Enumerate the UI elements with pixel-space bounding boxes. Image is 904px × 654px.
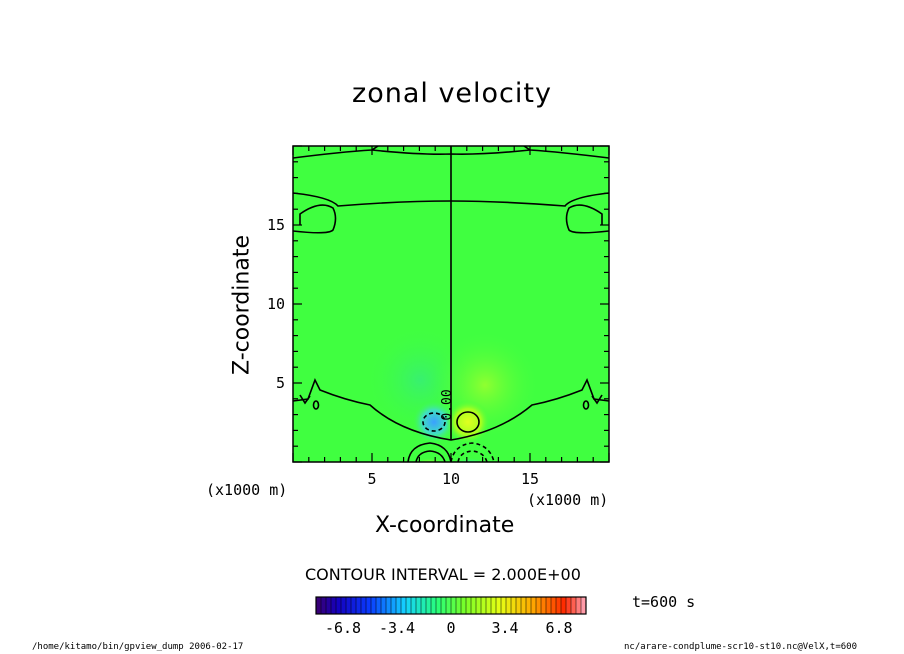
contour-line-positive [407, 442, 452, 462]
colorbar-tick-label: -3.4 [379, 619, 415, 637]
colorbar-cell [341, 597, 347, 614]
colorbar-cell [416, 597, 422, 614]
colorbar-cell [491, 597, 497, 614]
colorbar-cell [476, 597, 482, 614]
colorbar-cell [526, 597, 532, 614]
colorbar-cell [326, 597, 332, 614]
contour-line [293, 204, 337, 234]
colorbar-cell [361, 597, 367, 614]
x-axis-unit-right: (x1000 m) [527, 491, 609, 509]
colorbar-cell [316, 597, 322, 614]
y-ticks: 5 10 15 [267, 145, 609, 463]
colorbar-cell [456, 597, 462, 614]
colorbar-cell [521, 597, 527, 614]
footer-right: nc/arare-condplume-scr10-st10.nc@VelX,t=… [624, 642, 857, 652]
colorbar-cell [406, 597, 412, 614]
colorbar-cell [541, 597, 547, 614]
colorbar-cell [461, 597, 467, 614]
colorbar-cell [376, 597, 382, 614]
colorbar-cell [506, 597, 512, 614]
x-tick-label: 15 [521, 470, 539, 488]
colorbar-cell [486, 597, 492, 614]
x-ticks: 5 10 15 [292, 146, 610, 488]
colorbar-cell [411, 597, 417, 614]
colorbar-cell [546, 597, 552, 614]
x-tick-label: 10 [442, 470, 460, 488]
colorbar-ticks: -6.8 -3.4 0 3.4 6.8 [325, 619, 573, 637]
contour-line [293, 377, 609, 441]
colorbar-frame [315, 596, 587, 615]
colorbar-cell [431, 597, 437, 614]
y-tick-label: 5 [276, 374, 285, 392]
x-axis-label: X-coordinate [375, 513, 515, 538]
time-label: t=600 s [632, 593, 696, 611]
colorbar [315, 596, 587, 615]
colorbar-cell [366, 597, 372, 614]
colorbar-cell [576, 597, 582, 614]
colorbar-cell [556, 597, 562, 614]
colorbar-cell [396, 597, 402, 614]
contour-line-negative [450, 442, 495, 462]
colorbar-cell [321, 597, 327, 614]
colorbar-cell [571, 597, 577, 614]
colorbar-tick-label: 3.4 [491, 619, 518, 637]
y-tick-label: 15 [267, 216, 285, 234]
colorbar-cell [436, 597, 442, 614]
colorbar-cell [351, 597, 357, 614]
contour-interval-label: CONTOUR INTERVAL = 2.000E+00 [305, 565, 581, 584]
contour-line [299, 394, 311, 405]
colorbar-cell [536, 597, 542, 614]
colorbar-cell [581, 597, 587, 614]
colorbar-cell [511, 597, 517, 614]
contour-line-positive [456, 411, 480, 433]
colorbar-cell [501, 597, 507, 614]
contour-line-positive [415, 450, 446, 462]
colorbar-cell [421, 597, 427, 614]
colorbar-cell [381, 597, 387, 614]
colorbar-cell [446, 597, 452, 614]
y-tick-label: 10 [267, 295, 285, 313]
colorbar-cell [346, 597, 352, 614]
colorbar-cell [371, 597, 377, 614]
colorbar-cell [531, 597, 537, 614]
chart-title: zonal velocity [352, 78, 552, 109]
colorbar-cell [516, 597, 522, 614]
x-tick-label: 5 [367, 470, 376, 488]
colorbar-tick-label: 0 [446, 619, 455, 637]
colorbar-cell [481, 597, 487, 614]
colorbar-tick-label: 6.8 [545, 619, 572, 637]
contour-line [312, 400, 320, 410]
contour-value-label: 0.00 [440, 389, 455, 420]
contour-line [582, 400, 590, 410]
colorbar-cell [471, 597, 477, 614]
colorbar-cell [441, 597, 447, 614]
colorbar-cell [386, 597, 392, 614]
colorbar-cell [551, 597, 557, 614]
colorbar-cell [331, 597, 337, 614]
colorbar-cell [426, 597, 432, 614]
contour-line-negative [422, 412, 446, 432]
contour-line [565, 204, 609, 234]
x-axis-unit-left: (x1000 m) [206, 481, 288, 499]
colorbar-cell [496, 597, 502, 614]
colorbar-cell [561, 597, 567, 614]
colorbar-cell [566, 597, 572, 614]
colorbar-tick-label: -6.8 [325, 619, 361, 637]
colorbar-cell [401, 597, 407, 614]
colorbar-cell [466, 597, 472, 614]
colorbar-cell [336, 597, 342, 614]
footer-left: /home/kitamo/bin/gpview_dump 2006-02-17 [32, 642, 244, 652]
colorbar-cell [356, 597, 362, 614]
contour-line [591, 394, 603, 405]
colorbar-cell [391, 597, 397, 614]
colorbar-cell [451, 597, 457, 614]
